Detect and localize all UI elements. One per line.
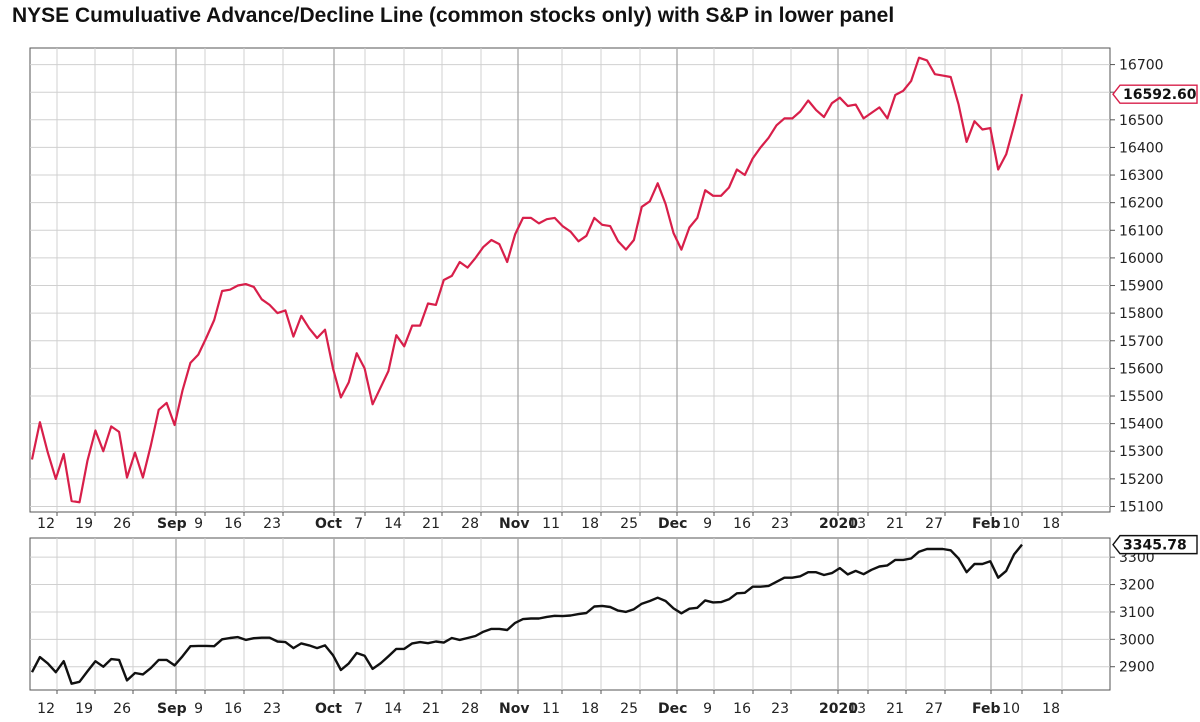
ad-ytick-label: 15400 bbox=[1119, 417, 1164, 433]
spx-xtick-label: Feb bbox=[972, 701, 1001, 717]
spx-xtick-label: 11 bbox=[542, 701, 560, 717]
ad-plot-frame bbox=[30, 48, 1110, 512]
upper-panel: 15100 15200 15300 15400 15500 15600 15700 15800… bbox=[30, 48, 1197, 532]
ad-xtick-label: 16 bbox=[733, 516, 751, 532]
spx-xtick-label: Dec bbox=[658, 701, 687, 717]
spx-xtick-label: 25 bbox=[620, 701, 638, 717]
ad-xtick-label: 23 bbox=[263, 516, 281, 532]
spx-xtick-label: 27 bbox=[925, 701, 943, 717]
spx-xtick-label: 21 bbox=[422, 701, 440, 717]
ad-xtick-label: 7 bbox=[354, 516, 363, 532]
spx-xtick-label: 28 bbox=[461, 701, 479, 717]
ad-xtick-label: Sep bbox=[157, 516, 187, 532]
spx-xtick-label: 14 bbox=[384, 701, 402, 717]
spx-xtick-label: 10 bbox=[1002, 701, 1020, 717]
ad-xtick-label: 23 bbox=[771, 516, 789, 532]
spx-xtick-label: 18 bbox=[581, 701, 599, 717]
ad-ytick-label: 15900 bbox=[1119, 279, 1164, 295]
ad-xtick-label: 12 bbox=[37, 516, 55, 532]
spx-xtick-label: Oct bbox=[315, 701, 342, 717]
ad-xtick-label: 10 bbox=[1002, 516, 1020, 532]
spx-xtick-label: 7 bbox=[354, 701, 363, 717]
ad-series-line bbox=[32, 58, 1022, 503]
spx-xtick-label: 23 bbox=[771, 701, 789, 717]
ad-ytick-label: 16300 bbox=[1119, 168, 1164, 184]
ad-ytick-label: 15100 bbox=[1119, 499, 1164, 515]
ad-xtick-label: 11 bbox=[542, 516, 560, 532]
spx-ytick-label: 2900 bbox=[1119, 660, 1155, 676]
ad-xtick-label: 13 bbox=[848, 516, 866, 532]
ad-xtick-label: 18 bbox=[1042, 516, 1060, 532]
spx-xtick-label: 19 bbox=[75, 701, 93, 717]
ad-ytick-label: 15300 bbox=[1119, 444, 1164, 460]
ad-xtick-label: 16 bbox=[224, 516, 242, 532]
ad-ytick-label: 15200 bbox=[1119, 472, 1164, 488]
spx-xtick-label: Nov bbox=[499, 701, 529, 717]
spx-xtick-label: 18 bbox=[1042, 701, 1060, 717]
spx-xtick-label: Sep bbox=[157, 701, 187, 717]
spx-xtick-label: 12 bbox=[37, 701, 55, 717]
ad-xtick-label: 9 bbox=[194, 516, 203, 532]
spx-last-value-label: 3345.78 bbox=[1123, 538, 1187, 554]
ad-xtick-label: Oct bbox=[315, 516, 342, 532]
ad-xtick-label: 27 bbox=[925, 516, 943, 532]
spx-series-line bbox=[32, 545, 1022, 684]
ad-ytick-label: 16500 bbox=[1119, 113, 1164, 129]
spx-xtick-label: 26 bbox=[113, 701, 131, 717]
ad-xtick-label: Dec bbox=[658, 516, 687, 532]
chart-canvas: 15100 15200 15300 15400 15500 15600 15700 15800… bbox=[0, 0, 1200, 722]
spx-ytick-label: 3100 bbox=[1119, 605, 1155, 621]
ad-ytick-label: 16000 bbox=[1119, 251, 1164, 267]
spx-ytick-label: 3200 bbox=[1119, 578, 1155, 594]
ad-ytick-label: 16100 bbox=[1119, 223, 1164, 239]
ad-ytick-label: 15500 bbox=[1119, 389, 1164, 405]
ad-xtick-label: 21 bbox=[886, 516, 904, 532]
ad-xtick-label: 26 bbox=[113, 516, 131, 532]
ad-ytick-label: 16700 bbox=[1119, 58, 1164, 74]
ad-xtick-label: 18 bbox=[581, 516, 599, 532]
ad-ytick-label: 15800 bbox=[1119, 306, 1164, 322]
spx-xtick-label: 13 bbox=[848, 701, 866, 717]
ad-xtick-label: 25 bbox=[620, 516, 638, 532]
ad-ytick-label: 15600 bbox=[1119, 361, 1164, 377]
spx-xtick-label: 16 bbox=[224, 701, 242, 717]
spx-xtick-label: 21 bbox=[886, 701, 904, 717]
ad-xtick-label: 28 bbox=[461, 516, 479, 532]
ad-xtick-label: 9 bbox=[703, 516, 712, 532]
ad-xtick-label: 19 bbox=[75, 516, 93, 532]
spx-xtick-label: 9 bbox=[194, 701, 203, 717]
ad-xtick-label: Feb bbox=[972, 516, 1001, 532]
ad-last-value-label: 16592.60 bbox=[1123, 87, 1197, 103]
spx-xtick-label: 23 bbox=[263, 701, 281, 717]
ad-ytick-label: 16400 bbox=[1119, 140, 1164, 156]
ad-xtick-label: 21 bbox=[422, 516, 440, 532]
spx-ytick-label: 3000 bbox=[1119, 632, 1155, 648]
ad-ytick-label: 16200 bbox=[1119, 196, 1164, 212]
ad-ytick-label: 15700 bbox=[1119, 334, 1164, 350]
ad-xtick-label: 14 bbox=[384, 516, 402, 532]
ad-xtick-label: Nov bbox=[499, 516, 529, 532]
spx-xtick-label: 16 bbox=[733, 701, 751, 717]
spx-xtick-label: 9 bbox=[703, 701, 712, 717]
